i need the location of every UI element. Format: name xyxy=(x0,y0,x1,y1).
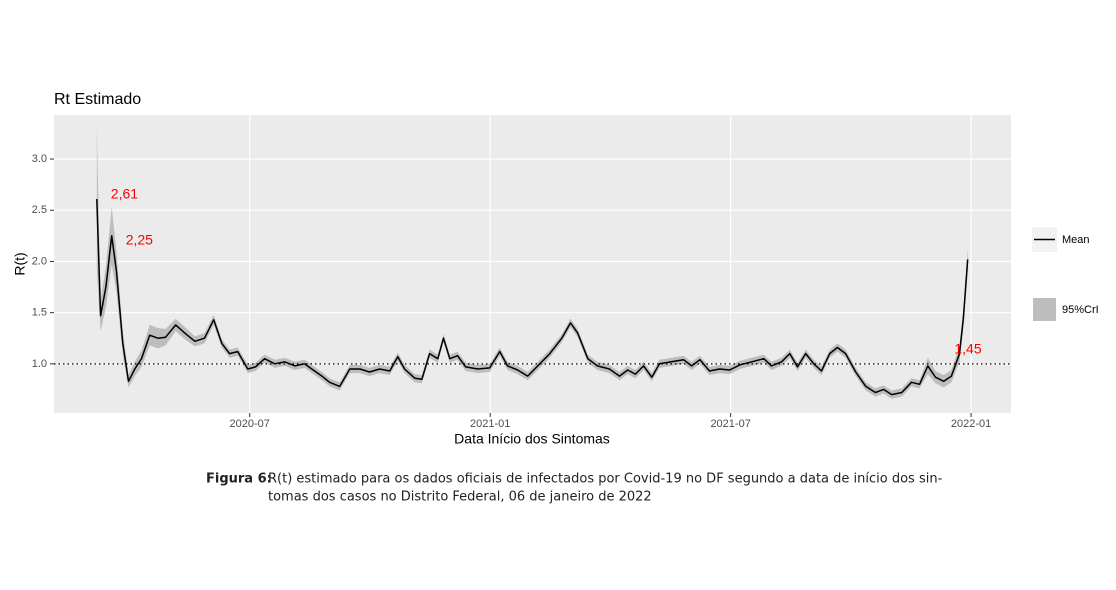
x-tick-label: 2021-07 xyxy=(710,418,750,430)
x-tick-label: 2021-01 xyxy=(470,418,510,430)
y-tick-label: 3.0 xyxy=(32,153,47,165)
caption-label: Figura 6: xyxy=(206,472,272,487)
y-tick-label: 1.0 xyxy=(32,358,47,370)
y-axis-label: R(t) xyxy=(12,252,28,275)
x-tick-label: 2022-01 xyxy=(951,418,991,430)
chart-title: Rt Estimado xyxy=(54,91,141,108)
y-tick-label: 2.5 xyxy=(32,204,47,216)
legend-label: 95%CrI xyxy=(1062,304,1099,316)
value-label: 2,61 xyxy=(111,186,138,202)
legend-label: Mean xyxy=(1062,234,1090,246)
x-tick-label: 2020-07 xyxy=(230,418,270,430)
y-tick-label: 1.5 xyxy=(32,307,47,319)
value-label: 1,45 xyxy=(954,340,981,356)
mean-line xyxy=(96,198,969,396)
value-label: 2,25 xyxy=(126,232,153,248)
y-tick-label: 2.0 xyxy=(32,255,47,267)
caption-line: tomas dos casos no Distrito Federal, 06 … xyxy=(268,490,652,505)
legend-swatch xyxy=(1033,298,1056,321)
x-axis-label: Data Início dos Sintomas xyxy=(454,431,610,447)
caption-line: R(t) estimado para os dados oficiais de … xyxy=(268,472,943,487)
